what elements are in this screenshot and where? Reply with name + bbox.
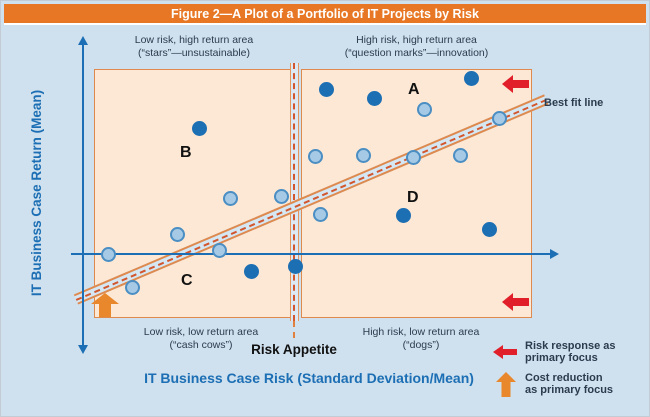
legend-text-line: primary focus: [525, 351, 598, 364]
data-point-light: [169, 226, 185, 242]
quadrant-letter-c: C: [181, 272, 193, 289]
data-point-light: [452, 147, 468, 163]
data-point-light: [100, 246, 116, 262]
x-axis-line: [71, 253, 551, 255]
area-label-line: (“stars”—unsustainable): [137, 46, 251, 59]
area-label-top-right: High risk, high return area (“question m…: [301, 34, 532, 59]
data-point-dark: [191, 120, 207, 136]
data-point-dark: [366, 90, 382, 106]
legend-text-line: Cost reduction: [525, 372, 603, 384]
data-point-dark: [463, 70, 479, 86]
data-point-light: [491, 110, 507, 126]
area-label-line: Low risk, high return area: [134, 34, 254, 46]
legend-text-line: Risk response as: [525, 340, 616, 352]
data-point-light: [211, 242, 227, 258]
figure-title: Figure 2—A Plot of a Portfolio of IT Pro…: [4, 4, 646, 25]
data-point-light: [312, 206, 328, 222]
area-label-line: Low risk, low return area: [143, 326, 259, 338]
data-point-dark: [287, 258, 303, 274]
data-point-light: [222, 190, 238, 206]
quadrant-letter-d: D: [407, 189, 419, 206]
quadrant-letter-b: B: [180, 144, 192, 161]
risk-response-arrow-icon: [502, 293, 529, 311]
data-point-dark: [318, 81, 334, 97]
cost-reduction-arrow-icon: [91, 293, 119, 317]
risk-appetite-dash-line: [293, 63, 295, 321]
data-point-light: [416, 101, 432, 117]
data-point-light: [307, 148, 323, 164]
legend-item-cost-reduction: Cost reduction as primary focus: [525, 372, 614, 396]
legend-orange-up-arrow-icon: [496, 372, 516, 397]
x-axis-label: IT Business Case Risk (Standard Deviatio…: [144, 370, 474, 386]
y-axis-up-arrowhead-icon: [78, 36, 88, 45]
area-label-line: (“cash cows”): [169, 338, 233, 351]
area-label-line: High risk, high return area: [356, 34, 477, 46]
data-point-dark: [243, 263, 259, 279]
data-point-light: [405, 149, 421, 165]
y-axis-label: IT Business Case Return (Mean): [29, 89, 44, 297]
risk-appetite-band: [289, 63, 299, 321]
legend-item-risk-response: Risk response as primary focus: [525, 340, 616, 364]
legend-red-left-arrow-icon: [493, 345, 517, 359]
data-point-light: [273, 188, 289, 204]
y-axis-line: [82, 43, 84, 347]
area-label-line: (“question marks”—innovation): [344, 46, 489, 59]
area-label-bottom-left: Low risk, low return area (“cash cows”): [101, 326, 301, 351]
area-label-line: (“dogs”): [402, 338, 440, 351]
area-label-line: High risk, low return area: [362, 326, 480, 338]
legend-text-line: as primary focus: [525, 383, 614, 396]
data-point-dark: [481, 221, 497, 237]
area-label-top-left: Low risk, high return area (“stars”—unsu…: [94, 34, 294, 59]
area-label-bottom-right: High risk, low return area (“dogs”): [316, 326, 526, 351]
risk-response-arrow-icon: [502, 75, 529, 93]
quadrant-letter-a: A: [408, 81, 420, 98]
y-axis-down-arrowhead-icon: [78, 345, 88, 354]
risk-appetite-dash-tail: [293, 321, 295, 338]
best-fit-line-label: Best fit line: [544, 97, 604, 109]
data-point-dark: [395, 207, 411, 223]
data-point-light: [124, 279, 140, 295]
risk-appetite-label: Risk Appetite: [251, 342, 337, 357]
x-axis-right-arrowhead-icon: [550, 249, 559, 259]
data-point-light: [355, 147, 371, 163]
